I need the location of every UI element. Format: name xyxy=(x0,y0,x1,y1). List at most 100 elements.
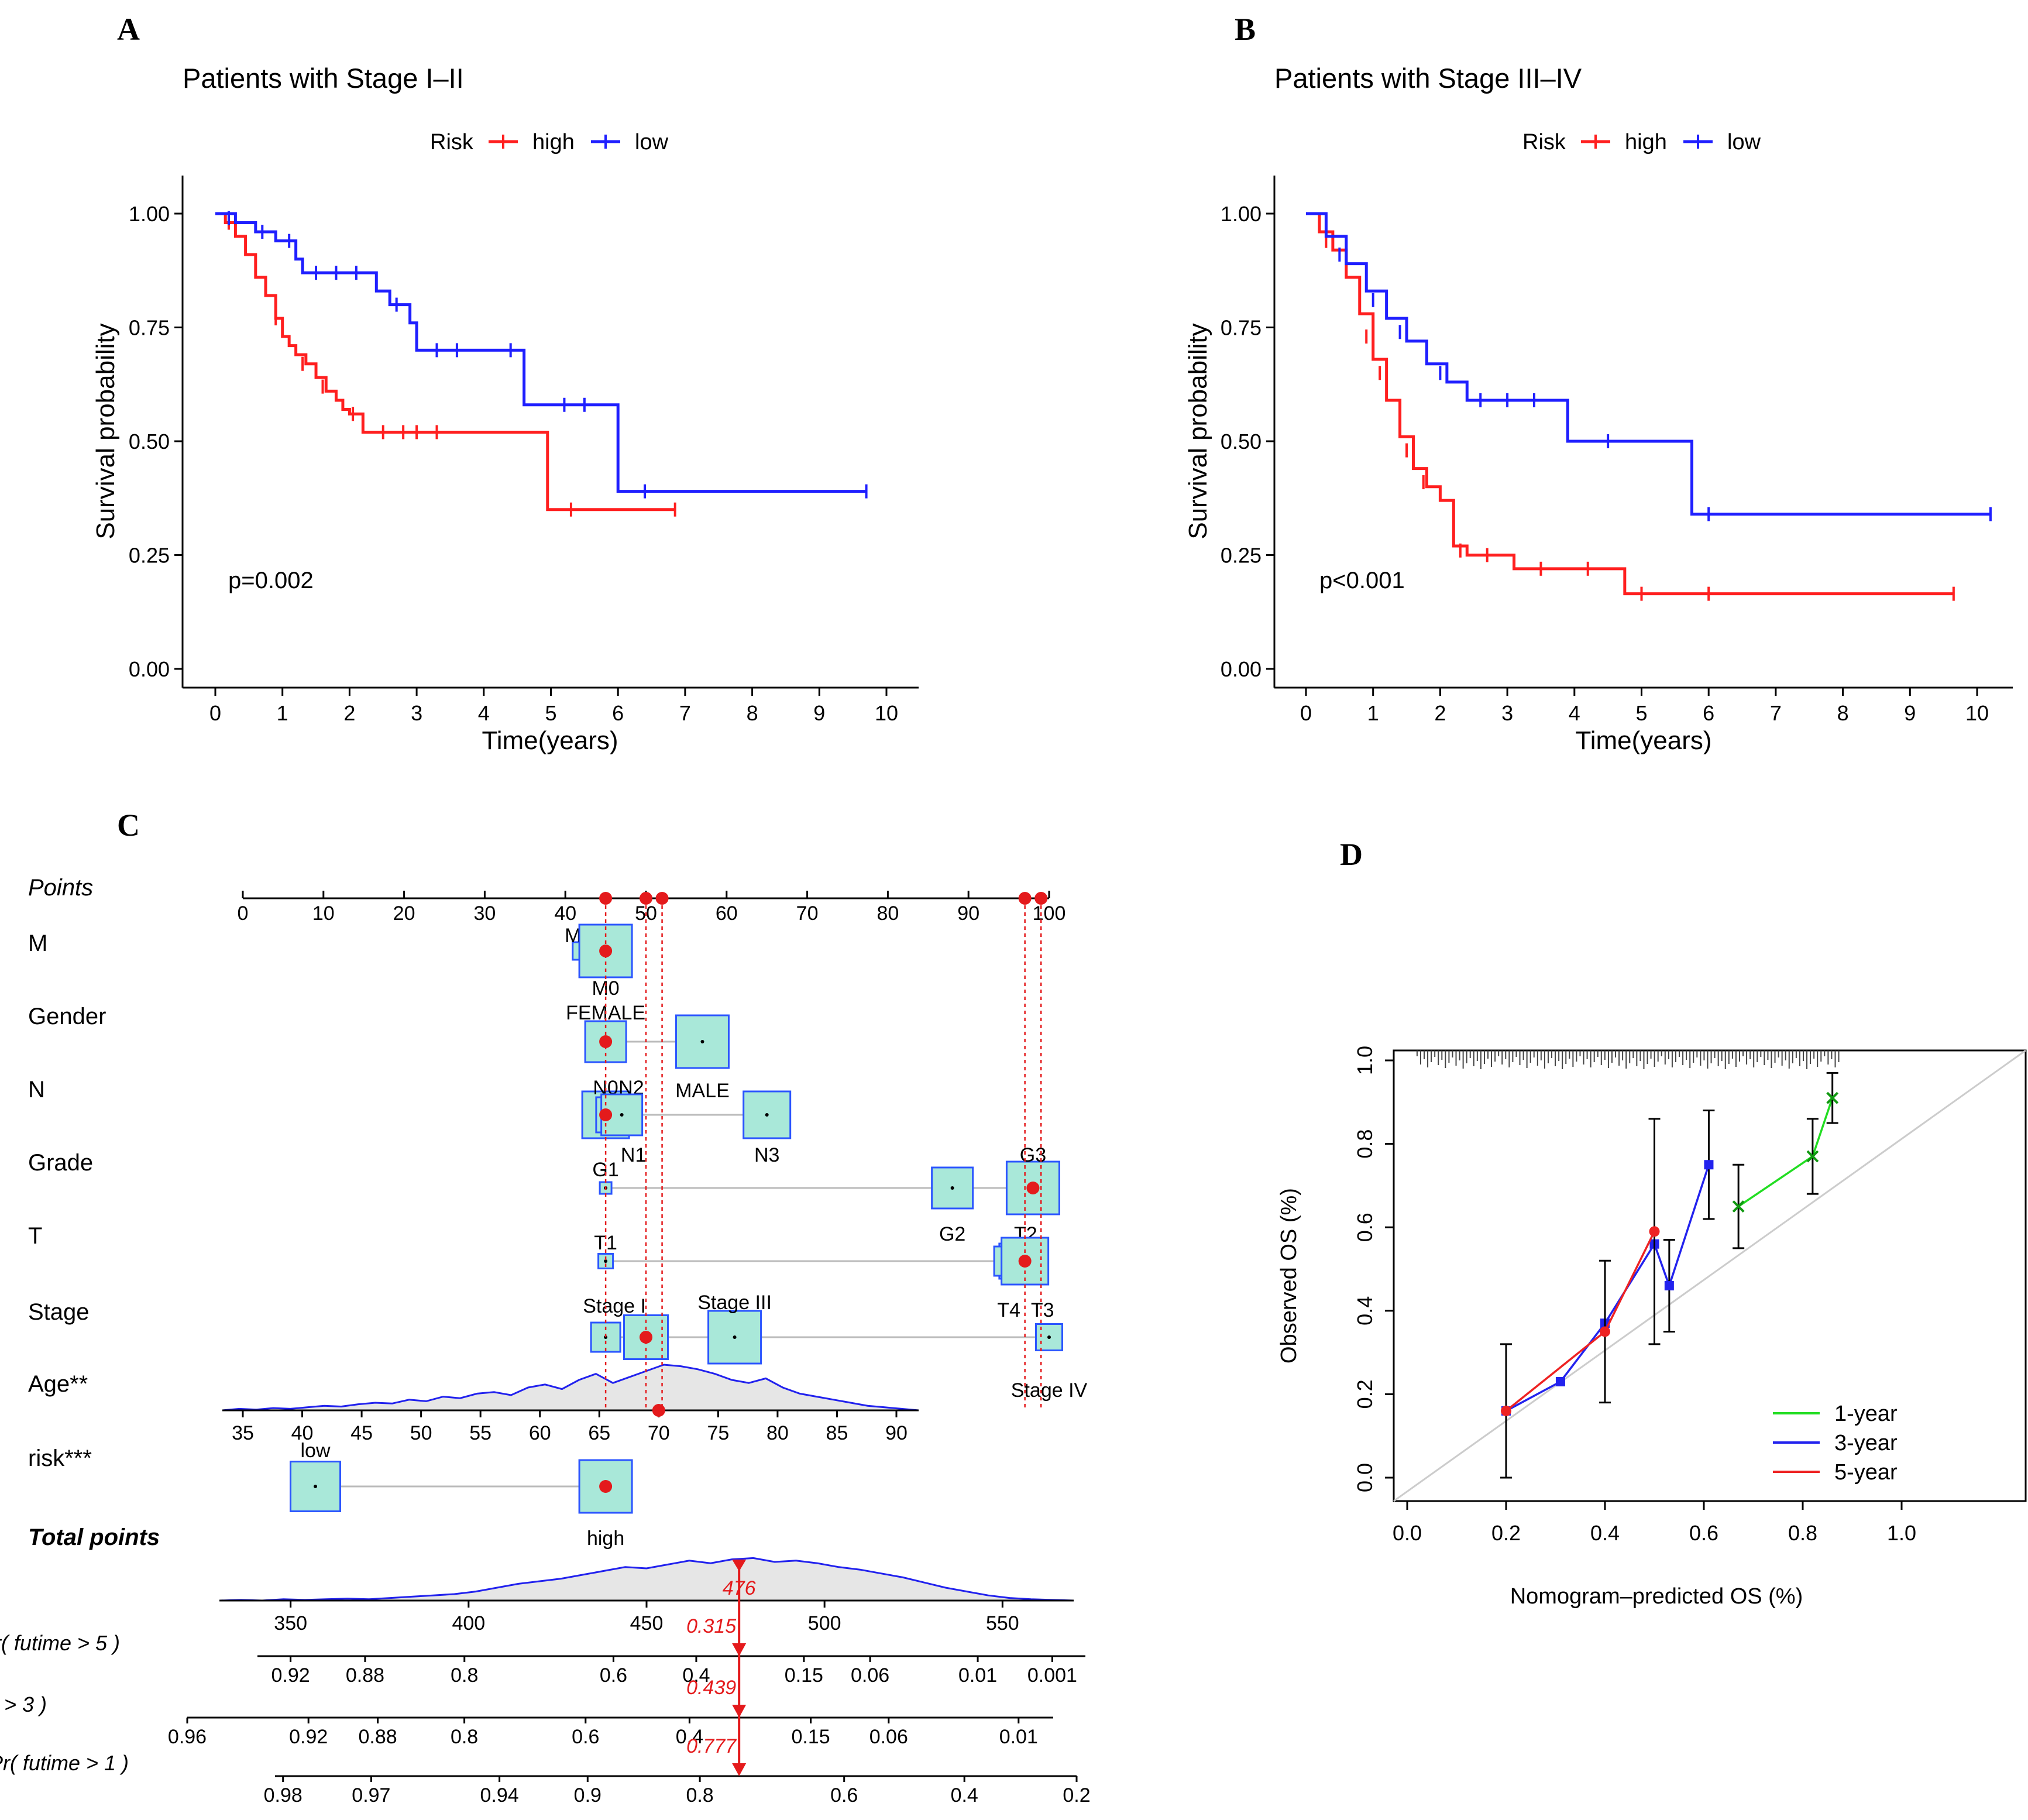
x-tick-label: 0.0 xyxy=(1393,1521,1422,1545)
legend-title: Risk xyxy=(1522,130,1566,154)
level-label: Stage I xyxy=(583,1295,646,1317)
probability-value: 0.439 xyxy=(686,1677,736,1699)
total-points-label: Total points xyxy=(28,1524,160,1550)
panel-letter-c: C xyxy=(117,808,140,843)
plot-frame xyxy=(1393,1049,2027,1502)
level-label: T3 xyxy=(1031,1299,1054,1321)
probability-tick-label: 0.8 xyxy=(451,1726,478,1748)
x-tick-label: 0.6 xyxy=(1689,1521,1718,1545)
points-tick-label: 90 xyxy=(957,902,979,925)
age-tick-label: 65 xyxy=(588,1422,610,1444)
x-axis-label: Time(years) xyxy=(482,726,618,755)
points-tick-label: 10 xyxy=(312,902,335,925)
probability-tick-label: 0.8 xyxy=(686,1784,713,1807)
km-panel-a: Patients with Stage I–II Risk high low 0… xyxy=(91,63,919,755)
y-tick-label: 0.75 xyxy=(129,316,170,340)
calibration-point xyxy=(1555,1377,1565,1387)
level-label: low xyxy=(301,1440,331,1462)
x-axis-label: Nomogram–predicted OS (%) xyxy=(1510,1584,1803,1609)
points-axis-marker xyxy=(640,892,652,905)
x-tick-label: 1.0 xyxy=(1887,1521,1916,1545)
chart-title: Patients with Stage III–IV xyxy=(1274,63,1582,94)
age-tick-label: 75 xyxy=(707,1422,729,1444)
x-tick-label: 5 xyxy=(545,701,556,725)
points-axis-marker xyxy=(1018,892,1032,905)
tick-layer: 0 1 2 3 4 5 6 7 8 9 10 0.00 0.25 0.50 0.75 1.00 xyxy=(129,202,898,725)
calibration-point xyxy=(1732,1200,1745,1213)
x-tick-label: 1 xyxy=(1367,701,1379,725)
points-axis-marker xyxy=(599,892,613,905)
points-tick-label: 40 xyxy=(554,902,576,925)
x-tick-label: 7 xyxy=(1770,701,1782,725)
probability-tick-label: 0.98 xyxy=(264,1784,303,1807)
level-label: high xyxy=(587,1527,624,1550)
points-tick-label: 100 xyxy=(1033,902,1066,925)
probability-axis-label: Pr( futime > 5 ) xyxy=(0,1631,120,1655)
age-tick-label: 40 xyxy=(291,1422,314,1444)
y-tick-label: 0.8 xyxy=(1353,1129,1377,1159)
level-dot xyxy=(314,1485,318,1488)
points-tick-label: 0 xyxy=(238,902,249,925)
p-value-annotation: p=0.002 xyxy=(228,568,314,593)
age-tick-label: 55 xyxy=(469,1422,491,1444)
nomogram-row-label: Gender xyxy=(28,1004,106,1029)
ideal-diagonal xyxy=(1393,1049,2026,1502)
x-tick-label: 4 xyxy=(478,701,490,725)
probability-tick-label: 0.06 xyxy=(851,1664,889,1687)
y-tick-label: 1.00 xyxy=(1221,202,1262,226)
x-tick-label: 0.2 xyxy=(1491,1521,1521,1545)
low-risk-curve xyxy=(215,212,867,493)
panel-letter-d: D xyxy=(1340,837,1363,872)
x-axis-label: Time(years) xyxy=(1575,726,1711,755)
probability-tick-label: 0.15 xyxy=(792,1726,830,1748)
age-tick-label: 90 xyxy=(885,1422,908,1444)
y-tick-label: 0.4 xyxy=(1353,1296,1377,1325)
probability-tick-label: 0.2 xyxy=(1063,1784,1090,1807)
calibration-point xyxy=(1600,1326,1610,1337)
y-tick-label: 0.0 xyxy=(1353,1463,1377,1492)
nomogram-row-label: risk*** xyxy=(28,1445,92,1471)
age-tick-label: 85 xyxy=(826,1422,848,1444)
selected-point-marker xyxy=(599,1480,613,1493)
selected-point-marker xyxy=(1026,1182,1040,1194)
probability-tick-label: 0.92 xyxy=(289,1726,328,1748)
y-axis-label: Survival probability xyxy=(1184,323,1212,539)
legend-low-label: low xyxy=(1727,130,1761,154)
probability-tick-label: 0.94 xyxy=(480,1784,519,1807)
x-tick-label: 6 xyxy=(1703,701,1714,725)
3-year-calibration-line xyxy=(1505,1164,1710,1412)
probability-tick-label: 0.92 xyxy=(271,1664,310,1687)
y-tick-label: 0.25 xyxy=(129,544,170,568)
y-tick-label: 0.75 xyxy=(1221,316,1262,340)
probability-tick-label: 0.96 xyxy=(168,1726,207,1748)
calibration-panel-d: 0.0 0.2 0.4 0.6 0.8 1.0 0.0 0.2 0.4 0.6 0.8 1.0 Nom… xyxy=(1277,1046,2027,1609)
nomogram-row-label: Grade xyxy=(28,1150,93,1176)
points-axis-label: Points xyxy=(28,875,93,901)
probability-value: 0.315 xyxy=(686,1615,736,1637)
selected-point-marker xyxy=(1018,1255,1032,1268)
age-tick-label: 35 xyxy=(232,1422,254,1444)
level-label: M0 xyxy=(592,977,619,1000)
level-dot xyxy=(620,1113,624,1117)
legend-low-label: low xyxy=(635,130,669,154)
level-label: G3 xyxy=(1020,1144,1046,1166)
probability-tick-label: 0.15 xyxy=(785,1664,823,1687)
calibration-point xyxy=(1664,1281,1674,1291)
x-tick-label: 8 xyxy=(1837,701,1849,725)
level-dot xyxy=(950,1186,954,1190)
age-density-curve xyxy=(222,1364,919,1412)
points-tick-label: 20 xyxy=(393,902,415,925)
level-box xyxy=(675,1014,730,1069)
age-tick-label: 70 xyxy=(648,1422,670,1444)
x-tick-label: 3 xyxy=(1501,701,1513,725)
chart-title: Patients with Stage I–II xyxy=(183,63,464,94)
probability-tick-label: 0.9 xyxy=(574,1784,601,1807)
points-tick-label: 70 xyxy=(796,902,819,925)
x-tick-label: 9 xyxy=(1904,701,1916,725)
probability-tick-label: 0.6 xyxy=(572,1726,599,1748)
curve-layer xyxy=(1500,1072,1839,1479)
legend-5-year-label: 5-year xyxy=(1834,1460,1898,1485)
curve-layer xyxy=(1306,212,1992,601)
tick-layer: 0.0 0.2 0.4 0.6 0.8 1.0 0.0 0.2 0.4 0.6 0.8 1.0 xyxy=(1353,1046,1916,1545)
y-tick-label: 0.50 xyxy=(1221,430,1262,454)
